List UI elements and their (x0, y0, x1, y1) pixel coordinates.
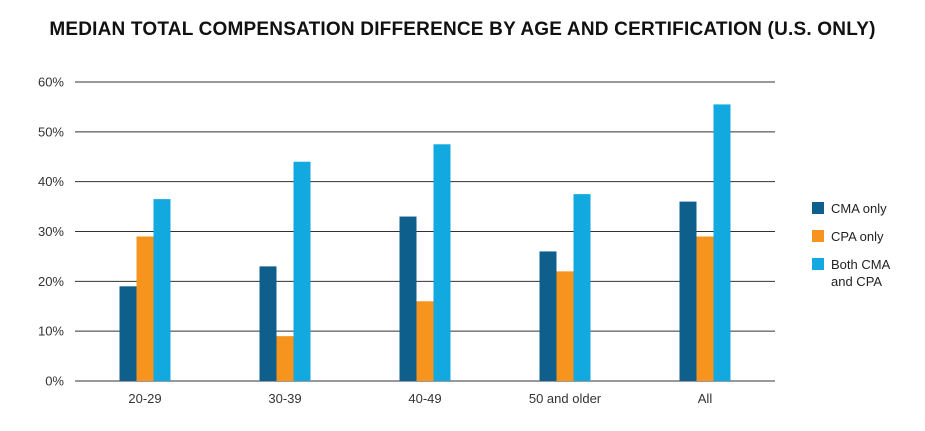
x-tick-label: All (698, 391, 713, 406)
x-tick-label: 50 and older (529, 391, 602, 406)
legend-item-cpa: CPA only (812, 228, 911, 245)
bar-cpa-only-20-29 (136, 236, 154, 381)
y-tick-label: 0% (45, 374, 64, 389)
x-tick-label: 40-49 (408, 391, 441, 406)
bar-both-cma-and-cpa-30-39 (293, 161, 311, 381)
legend-item-both: Both CMA and CPA (812, 256, 911, 290)
bar-cpa-only-30-39 (276, 336, 294, 381)
bar-both-cma-and-cpa-40-49 (433, 144, 451, 381)
chart-title: MEDIAN TOTAL COMPENSATION DIFFERENCE BY … (49, 19, 876, 40)
legend-item-cma: CMA only (812, 200, 911, 217)
legend-label-cpa: CPA only (831, 229, 884, 244)
bar-cma-only-20-29 (119, 286, 137, 381)
x-tick-label: 30-39 (268, 391, 301, 406)
y-tick-label: 60% (38, 75, 64, 90)
chart-legend: CMA only CPA only Both CMA and CPA (812, 200, 911, 301)
legend-swatch-both (812, 258, 824, 270)
bar-both-cma-and-cpa-50-and-older (573, 194, 591, 381)
bar-cpa-only-all (696, 236, 714, 381)
bar-cpa-only-40-49 (416, 301, 434, 381)
bar-cma-only-all (679, 201, 697, 381)
x-tick-label: 20-29 (128, 391, 161, 406)
bar-both-cma-and-cpa-20-29 (153, 199, 171, 381)
legend-swatch-cpa (812, 230, 824, 242)
y-tick-label: 30% (38, 224, 64, 239)
y-tick-label: 40% (38, 174, 64, 189)
y-tick-label: 20% (38, 274, 64, 289)
y-tick-label: 50% (38, 124, 64, 139)
legend-swatch-cma (812, 202, 824, 214)
bar-both-cma-and-cpa-all (713, 104, 731, 382)
y-tick-label: 10% (38, 324, 64, 339)
bar-cma-only-40-49 (399, 216, 417, 381)
legend-label-both: Both CMA and CPA (831, 257, 890, 289)
bar-cma-only-30-39 (259, 266, 277, 381)
bar-cpa-only-50-and-older (556, 271, 574, 381)
bar-cma-only-50-and-older (539, 251, 557, 381)
legend-label-cma: CMA only (831, 201, 887, 216)
